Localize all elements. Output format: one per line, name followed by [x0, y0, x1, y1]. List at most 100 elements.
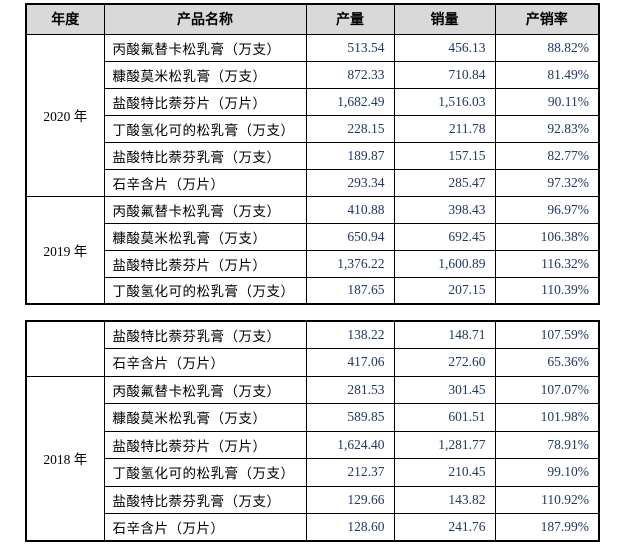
year-cell: 2020 年	[25, 33, 105, 197]
ratio-cell: 110.92%	[494, 485, 600, 514]
product-name-cell: 丙酸氟替卡松乳膏（万支）	[103, 195, 307, 224]
table-row: 盐酸特比萘芬乳膏（万支） 189.87 157.15 82.77%	[26, 141, 600, 170]
table-row: 糠酸莫米松乳膏（万支） 589.85 601.51 101.98%	[26, 403, 600, 432]
table-row: 石辛含片（万片） 128.60 241.76 187.99%	[26, 513, 600, 542]
product-name-cell: 丙酸氟替卡松乳膏（万支）	[103, 33, 307, 62]
product-name-cell: 盐酸特比萘芬片（万片）	[103, 249, 307, 278]
ratio-cell: 99.10%	[494, 458, 600, 487]
sales-cell: 211.78	[393, 114, 496, 143]
product-name-cell: 丁酸氢化可的松乳膏（万支）	[103, 114, 307, 143]
year-cell	[25, 320, 105, 377]
table-row: 2018 年丙酸氟替卡松乳膏（万支） 281.53 301.45 107.07%	[25, 375, 600, 542]
table-row: 丁酸氢化可的松乳膏（万支） 228.15 211.78 92.83%	[26, 114, 600, 143]
sales-cell: 398.43	[393, 195, 496, 224]
ratio-cell: 106.38%	[494, 222, 600, 251]
production-cell: 128.60	[305, 513, 395, 542]
sales-cell: 456.13	[393, 33, 496, 62]
production-cell: 410.88	[305, 195, 395, 224]
sales-cell: 210.45	[393, 458, 496, 487]
table-row: 盐酸特比萘芬乳膏（万支） 138.22 148.71 107.59%	[25, 320, 600, 377]
col-header-year: 年度	[25, 3, 105, 35]
ratio-cell: 110.39%	[494, 276, 600, 305]
ratio-cell: 65.36%	[494, 348, 600, 377]
ratio-cell: 96.97%	[494, 195, 600, 224]
ratio-cell: 90.11%	[494, 87, 600, 116]
table-row: 盐酸特比萘芬片（万片） 1,682.49 1,516.03 90.11%	[26, 87, 600, 116]
production-cell: 513.54	[305, 33, 395, 62]
table-row: 盐酸特比萘芬片（万片） 1,376.22 1,600.89 116.32%	[26, 249, 600, 278]
production-cell: 589.85	[305, 403, 395, 432]
sales-cell: 1,281.77	[393, 430, 496, 459]
table-row: 2019 年丙酸氟替卡松乳膏（万支） 410.88 398.43 96.97%	[25, 195, 600, 305]
ratio-cell: 82.77%	[494, 141, 600, 170]
product-name-cell: 石辛含片（万片）	[103, 168, 307, 197]
production-cell: 872.33	[305, 60, 395, 89]
table-row: 丁酸氢化可的松乳膏（万支） 187.65 207.15 110.39%	[26, 276, 600, 305]
production-cell: 1,682.49	[305, 87, 395, 116]
production-cell: 281.53	[305, 375, 395, 404]
sales-cell: 692.45	[393, 222, 496, 251]
sales-cell: 272.60	[393, 348, 496, 377]
table-row: 盐酸特比萘芬乳膏（万支） 129.66 143.82 110.92%	[26, 485, 600, 514]
production-cell: 1,624.40	[305, 430, 395, 459]
ratio-cell: 97.32%	[494, 168, 600, 197]
ratio-cell: 88.82%	[494, 33, 600, 62]
ratio-cell: 107.07%	[494, 375, 600, 404]
table-row: 盐酸特比萘芬片（万片） 1,624.40 1,281.77 78.91%	[26, 430, 600, 459]
production-sales-table-lower: 盐酸特比萘芬乳膏（万支） 138.22 148.71 107.59% 石辛含片（万片） 4…	[25, 320, 600, 542]
table-row: 丁酸氢化可的松乳膏（万支） 212.37 210.45 99.10%	[26, 458, 600, 487]
product-name-cell: 糠酸莫米松乳膏（万支）	[103, 60, 307, 89]
production-cell: 417.06	[305, 348, 395, 377]
product-name-cell: 石辛含片（万片）	[103, 348, 307, 377]
sales-cell: 301.45	[393, 375, 496, 404]
col-header-production: 产量	[305, 3, 395, 35]
sales-cell: 207.15	[393, 276, 496, 305]
table-row: 石辛含片（万片） 293.34 285.47 97.32%	[26, 168, 600, 197]
product-name-cell: 丁酸氢化可的松乳膏（万支）	[103, 276, 307, 305]
production-cell: 129.66	[305, 485, 395, 514]
production-cell: 187.65	[305, 276, 395, 305]
table-row: 糠酸莫米松乳膏（万支） 872.33 710.84 81.49%	[26, 60, 600, 89]
year-cell: 2018 年	[25, 375, 105, 542]
production-cell: 228.15	[305, 114, 395, 143]
ratio-cell: 187.99%	[494, 513, 600, 542]
header-row: 年度 产品名称 产量 销量 产销率	[25, 3, 600, 35]
production-cell: 293.34	[305, 168, 395, 197]
production-cell: 189.87	[305, 141, 395, 170]
table-row: 2020 年丙酸氟替卡松乳膏（万支） 513.54 456.13 88.82%	[25, 33, 600, 197]
product-name-cell: 石辛含片（万片）	[103, 513, 307, 542]
production-cell: 212.37	[305, 458, 395, 487]
product-name-cell: 盐酸特比萘芬片（万片）	[103, 87, 307, 116]
sales-cell: 1,600.89	[393, 249, 496, 278]
ratio-cell: 78.91%	[494, 430, 600, 459]
ratio-cell: 107.59%	[494, 320, 600, 349]
sales-cell: 1,516.03	[393, 87, 496, 116]
product-name-cell: 盐酸特比萘芬乳膏（万支）	[103, 141, 307, 170]
product-name-cell: 糠酸莫米松乳膏（万支）	[103, 403, 307, 432]
sales-cell: 710.84	[393, 60, 496, 89]
col-header-product-name: 产品名称	[103, 3, 307, 35]
sales-cell: 601.51	[393, 403, 496, 432]
year-cell: 2019 年	[25, 195, 105, 305]
production-sales-table-upper: 年度 产品名称 产量 销量 产销率 2020 年丙酸氟替卡松乳膏（万支） 513.…	[25, 3, 600, 305]
production-cell: 1,376.22	[305, 249, 395, 278]
ratio-cell: 81.49%	[494, 60, 600, 89]
product-name-cell: 丁酸氢化可的松乳膏（万支）	[103, 458, 307, 487]
production-cell: 138.22	[305, 320, 395, 349]
product-name-cell: 丙酸氟替卡松乳膏（万支）	[103, 375, 307, 404]
col-header-ratio: 产销率	[494, 3, 600, 35]
table-row: 糠酸莫米松乳膏（万支） 650.94 692.45 106.38%	[26, 222, 600, 251]
production-cell: 650.94	[305, 222, 395, 251]
product-name-cell: 盐酸特比萘芬乳膏（万支）	[103, 485, 307, 514]
product-name-cell: 盐酸特比萘芬乳膏（万支）	[103, 320, 307, 349]
sales-cell: 241.76	[393, 513, 496, 542]
table-row: 石辛含片（万片） 417.06 272.60 65.36%	[26, 348, 600, 377]
ratio-cell: 101.98%	[494, 403, 600, 432]
sales-cell: 148.71	[393, 320, 496, 349]
product-name-cell: 糠酸莫米松乳膏（万支）	[103, 222, 307, 251]
ratio-cell: 116.32%	[494, 249, 600, 278]
col-header-sales: 销量	[393, 3, 496, 35]
sales-cell: 285.47	[393, 168, 496, 197]
product-name-cell: 盐酸特比萘芬片（万片）	[103, 430, 307, 459]
